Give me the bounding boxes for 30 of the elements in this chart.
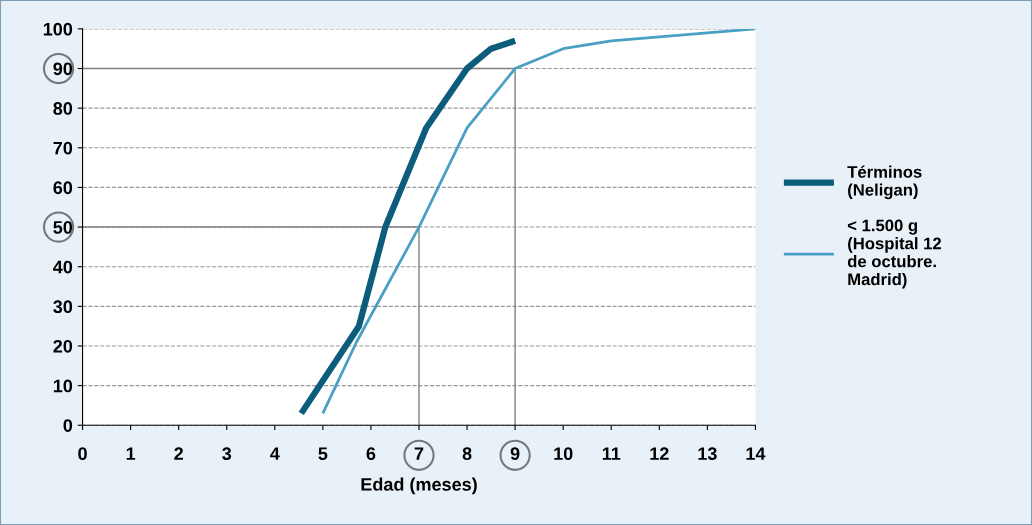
y-tick-label: 0 bbox=[63, 419, 73, 432]
x-tick-label: 1 bbox=[126, 447, 136, 460]
x-tick-label: 9 bbox=[510, 447, 520, 461]
x-tick-label: 2 bbox=[174, 447, 183, 460]
x-tick-label: 14 bbox=[746, 447, 766, 460]
x-tick-label: 8 bbox=[462, 447, 472, 461]
x-tick-label: 13 bbox=[698, 447, 717, 461]
y-tick-label: 10 bbox=[53, 379, 73, 393]
x-tick-label: 7 bbox=[414, 447, 424, 460]
y-tick-label: 70 bbox=[53, 141, 73, 155]
y-tick-label: 100 bbox=[43, 22, 73, 36]
x-tick-label: 12 bbox=[650, 447, 669, 460]
y-tick-label: 90 bbox=[53, 62, 73, 76]
y-tick-label: 80 bbox=[53, 102, 73, 115]
legend-label: Términos (Neligan) bbox=[847, 165, 922, 200]
x-tick-label: 11 bbox=[602, 447, 621, 460]
x-tick-label: 4 bbox=[270, 447, 280, 460]
y-tick-label: 20 bbox=[53, 339, 73, 353]
y-tick-label: 60 bbox=[53, 181, 73, 195]
x-tick-label: 3 bbox=[222, 447, 232, 461]
y-tick-label: 50 bbox=[53, 221, 73, 234]
x-tick-label: 5 bbox=[318, 447, 328, 461]
x-axis-title: Edad (meses) bbox=[361, 477, 477, 495]
y-tick-label: 30 bbox=[53, 300, 73, 314]
x-tick-label: 0 bbox=[78, 447, 87, 461]
x-tick-label: 6 bbox=[366, 447, 376, 461]
y-tick-label: 40 bbox=[53, 260, 73, 274]
line-series bbox=[321, 28, 756, 415]
legend-label: < 1.500 g (Hospital 12 de octubre. Madrid) bbox=[847, 219, 942, 289]
x-tick-label: 10 bbox=[554, 447, 573, 461]
